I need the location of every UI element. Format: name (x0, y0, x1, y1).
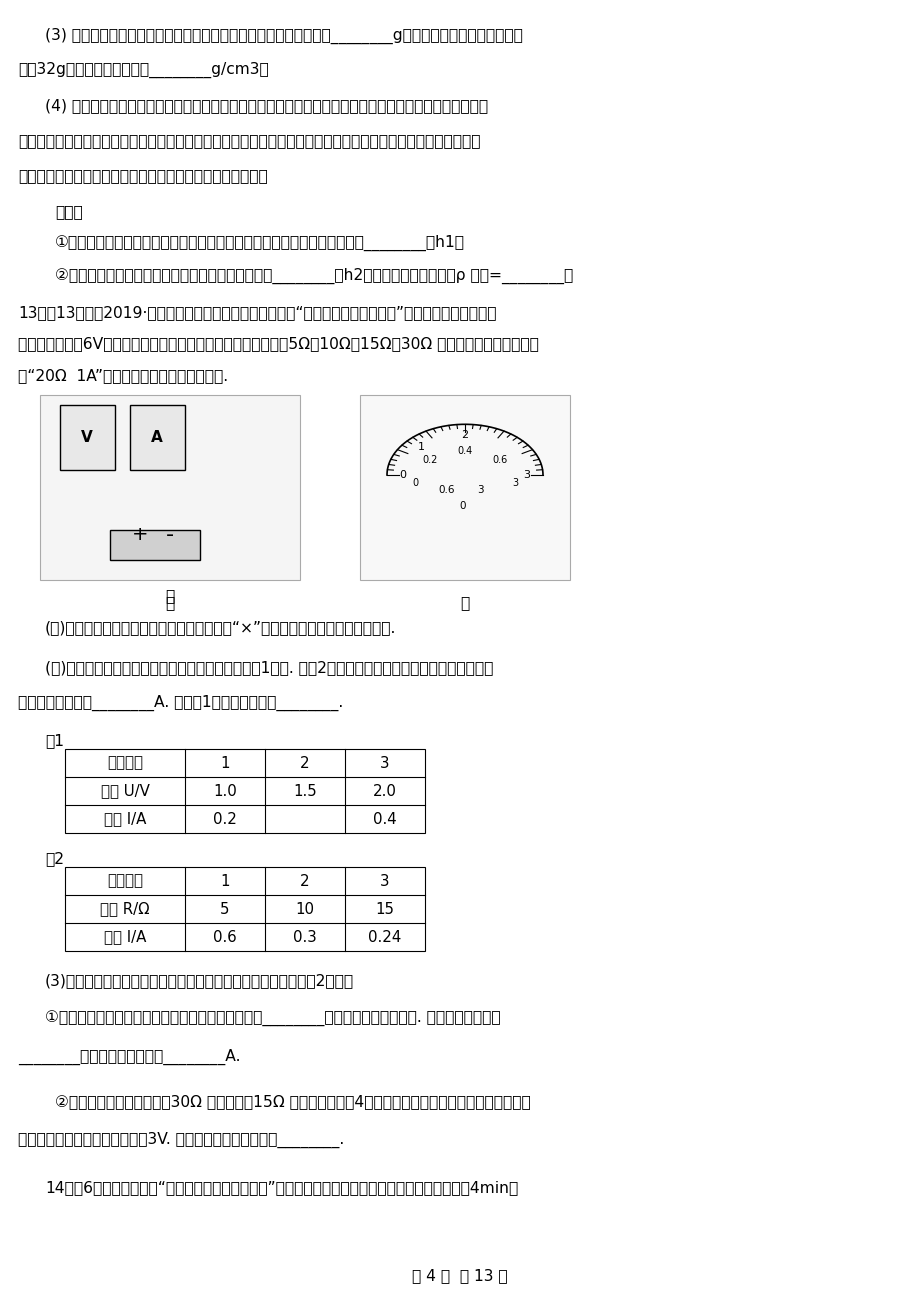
Text: 13．（13分）（2019·河北模拟）如图甲是某实验小组探究“电流与电压、电阵关系”的电路图，使用的实验: 13．（13分）（2019·河北模拟）如图甲是某实验小组探究“电流与电压、电阵关… (18, 305, 496, 320)
Bar (130, 405, 185, 470)
Bar (65, 749, 425, 833)
Text: 0.6: 0.6 (493, 454, 507, 465)
Text: 0.24: 0.24 (368, 930, 402, 944)
Text: ①在杯中装入适量水，将口香糇瓶放入水杯中使其竖直漂浮，用刻度尺测出________为h1。: ①在杯中装入适量水，将口香糇瓶放入水杯中使其竖直漂浮，用刻度尺测出_______… (55, 234, 464, 251)
Text: 没有量筒，最后他想到了用刻度尺和剩余的多半瓶口香糇、水及一只水杯（如图丙）测果汁的密度。下面是他的实: 没有量筒，最后他想到了用刻度尺和剩余的多半瓶口香糇、水及一只水杯（如图丙）测果汁… (18, 133, 480, 148)
Text: 量为32g，则口香糇的密度为________g/cm3。: 量为32g，则口香糇的密度为________g/cm3。 (18, 62, 268, 78)
Text: 实: 实 (165, 589, 175, 603)
Text: -: - (165, 525, 174, 546)
Text: 片，电压表的示数始终无法达到3V. 请你找出一种可能的原因________.: 片，电压表的示数始终无法达到3V. 请你找出一种可能的原因________. (18, 1131, 344, 1148)
Text: 电阵 R/Ω: 电阵 R/Ω (100, 901, 150, 917)
Text: ________，正确的数据应该是________A.: ________，正确的数据应该是________A. (18, 1049, 240, 1065)
Text: 0.3: 0.3 (293, 930, 316, 944)
Text: 通过电阵的电流为________A. 根据表1数据可得结论：________.: 通过电阵的电流为________A. 根据表1数据可得结论：________. (18, 695, 343, 711)
Text: 0: 0 (460, 501, 466, 510)
Text: 步骤：: 步骤： (55, 204, 83, 219)
Text: 1: 1 (220, 874, 230, 888)
Text: ①由于操作不当，导致一组数据存在错误，请判断第________次实验的数据存在错误. 产生错误的原因是: ①由于操作不当，导致一组数据存在错误，请判断第________次实验的数据存在错… (45, 1010, 500, 1027)
Text: 3: 3 (523, 470, 530, 480)
Text: +: + (131, 526, 148, 544)
Text: 表1: 表1 (45, 733, 64, 749)
Text: 5: 5 (220, 901, 230, 917)
Text: 1.5: 1.5 (293, 784, 316, 798)
Text: 0: 0 (399, 470, 406, 480)
Text: 0.4: 0.4 (457, 445, 472, 456)
Text: 2: 2 (461, 430, 468, 440)
Text: 第 4 页  共 13 页: 第 4 页 共 13 页 (412, 1268, 507, 1282)
Text: 3: 3 (380, 874, 390, 888)
Text: 电流 I/A: 电流 I/A (104, 930, 146, 944)
Text: 15: 15 (375, 901, 394, 917)
Text: 甲: 甲 (165, 595, 175, 611)
Bar (110, 530, 199, 560)
Text: V: V (81, 430, 93, 444)
Text: 1: 1 (417, 441, 425, 452)
Text: 1.0: 1.0 (213, 784, 236, 798)
Text: 14．（6分）某同学探究“冰溶化时温度的变化规律”时，记录的数据如表，在实验时观察到，冰在第4min开: 14．（6分）某同学探究“冰溶化时温度的变化规律”时，记录的数据如表，在实验时观… (45, 1180, 517, 1195)
Text: 3: 3 (380, 755, 390, 771)
Text: (２)　改接好电路后所测得的几组电流、电压値如表1所示. 在第2次实验中，电流表的示数如图乙所示，则: (２) 改接好电路后所测得的几组电流、电压値如表1所示. 在第2次实验中，电流表… (45, 660, 493, 674)
Text: 2.0: 2.0 (373, 784, 396, 798)
Bar (65, 867, 425, 950)
Text: 10: 10 (295, 901, 314, 917)
Text: 0.6: 0.6 (213, 930, 236, 944)
Text: 3: 3 (511, 478, 517, 488)
Text: 电流 I/A: 电流 I/A (104, 811, 146, 827)
Bar (359, 395, 570, 579)
Text: A: A (151, 430, 163, 444)
Text: ②纠正错误以后，该小组用30Ω 的电阵替打15Ω 的电阵进行了第4次实验，发现无论怎样移动滑动变阵器滑: ②纠正错误以后，该小组用30Ω 的电阵替打15Ω 的电阵进行了第4次实验，发现无… (55, 1094, 530, 1109)
Text: ②将水杯中水倒出后，再装入适量果汁，将口香糇瓶________为h2。果汁密度的表达式：ρ 果汁=________。: ②将水杯中水倒出后，再装入适量果汁，将口香糇瓶________为h2。果汁密度的… (55, 268, 573, 284)
Text: 0.2: 0.2 (422, 454, 437, 465)
Text: 实验次数: 实验次数 (107, 755, 142, 771)
Text: 0: 0 (412, 478, 417, 488)
Bar (40, 395, 300, 579)
Text: 2: 2 (300, 755, 310, 771)
Text: (１)　请把图甲中接错的那根导线找出来打上“×”，再用笔画线代替导线把它改正.: (１) 请把图甲中接错的那根导线找出来打上“×”，再用笔画线代替导线把它改正. (45, 620, 396, 635)
Text: 0.6: 0.6 (438, 486, 455, 495)
Text: 电压 U/V: 电压 U/V (100, 784, 149, 798)
Text: 器材有：电压为6V的电源、电流表、电压表各一个，开关一个，5Ω、10Ω、15Ω、30Ω 的定值电阵各一个，规格: 器材有：电压为6V的电源、电流表、电压表各一个，开关一个，5Ω、10Ω、15Ω、… (18, 336, 539, 352)
Bar (60, 405, 115, 470)
Text: 验过程，请将实验步骤补充完整，并写出果汁密度的表达式。: 验过程，请将实验步骤补充完整，并写出果汁密度的表达式。 (18, 168, 267, 184)
Text: (3)　探究电流与电阵的关系时，所测得的几组电流、电压値如表2所示，: (3) 探究电流与电阵的关系时，所测得的几组电流、电压値如表2所示， (45, 973, 354, 988)
Text: (4) 吴铭对测密度充满兴趣，回到家后他又想测量一下妈妈刚榨的一杯果汁的密度，但是家里既没有天平也: (4) 吴铭对测密度充满兴趣，回到家后他又想测量一下妈妈刚榨的一杯果汁的密度，但… (45, 98, 488, 113)
Text: 3: 3 (476, 486, 482, 495)
Text: 实验次数: 实验次数 (107, 874, 142, 888)
Text: 表2: 表2 (45, 852, 64, 866)
Text: 0.2: 0.2 (213, 811, 237, 827)
Text: 2: 2 (300, 874, 310, 888)
Text: 1: 1 (220, 755, 230, 771)
Text: 0.4: 0.4 (373, 811, 396, 827)
Text: 为“20Ω  1A”的滑动变阵器一个，导线若干.: 为“20Ω 1A”的滑动变阵器一个，导线若干. (18, 368, 228, 383)
Text: (3) 他用调好的天平测出了剩余的口香糇和瓶的总质量（如图乙）为________g，已知原来瓶和口香糇的总质: (3) 他用调好的天平测出了剩余的口香糇和瓶的总质量（如图乙）为________… (45, 29, 522, 44)
Text: 乙: 乙 (460, 595, 469, 611)
